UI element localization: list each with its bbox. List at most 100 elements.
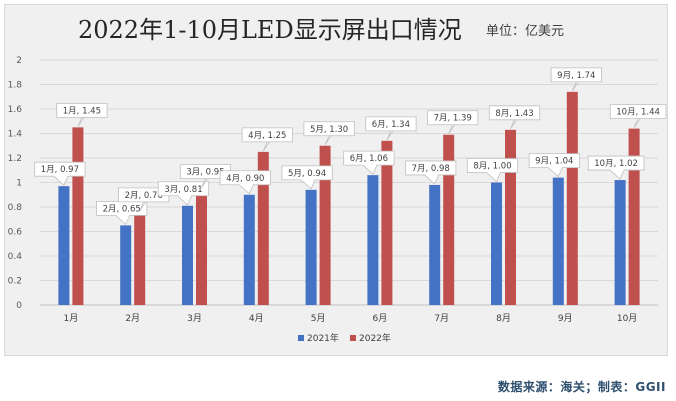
data-label-box [34,161,86,186]
bar-2022-1 [72,127,84,305]
data-label-callout: 5月, 0.94 [281,165,333,190]
x-category-label: 6月 [373,313,388,324]
x-category-label: 1月 [64,313,79,324]
x-category-label: 7月 [434,313,449,324]
y-tick-label: 1.6 [8,105,23,115]
data-label-callout: 6月, 1.06 [343,150,395,175]
data-label-callout: 10月, 1.02 [587,155,645,180]
data-label-callout: 9月, 1.74 [550,67,602,92]
data-label-box [528,153,580,178]
bar-2022-5 [319,145,331,305]
y-tick-label: 1.2 [8,154,22,164]
data-label: 7月, 1.39 [434,114,472,124]
bar-2022-3 [196,188,207,305]
data-label-callout: 6月, 1.34 [365,116,417,141]
legend-label: 2021年 [307,332,339,344]
y-tick-label: 1.8 [8,81,23,91]
data-label: 4月, 0.90 [226,174,264,184]
bar-2021-6 [367,175,379,305]
data-label-callout: 10月, 1.44 [609,104,667,128]
data-label: 6月, 1.06 [350,154,388,164]
x-axis-categories: 1月 2月 3月 4月 5月 6月 7月 8月 9月 10月 [64,313,638,324]
data-label-callout: 1月, 1.45 [56,102,108,127]
bar-2022-9 [566,91,578,305]
data-label-box [343,150,395,175]
data-label: 5月, 1.30 [310,125,348,135]
bar-2021-8 [491,182,502,305]
x-category-label: 8月 [496,313,511,324]
legend: 2021年 2022年 [298,332,391,344]
bar-2022-4 [257,151,269,305]
data-label-box [550,67,602,92]
source-note: 数据来源：海关；制表：GGII [497,380,666,394]
bar-2022-2 [134,211,146,305]
y-tick-label: 0 [16,301,22,311]
data-label-box [96,200,148,226]
data-label: 3月, 0.81 [164,185,202,195]
data-label: 7月, 0.98 [412,164,450,174]
chart-title: 2022年1-10月LED显示屏出口情况 [78,16,462,44]
data-label: 6月, 1.34 [372,120,410,130]
data-label: 1月, 1.45 [63,106,101,116]
data-label: 2月, 0.65 [103,204,141,214]
bar-2021-5 [305,189,317,305]
data-label-box [281,165,333,190]
bar-2021-10 [614,180,626,305]
data-label: 1月, 0.97 [41,165,79,175]
data-label-callout: 3月, 0.81 [157,181,210,206]
data-label-callout: 2月, 0.65 [96,200,148,226]
data-label-callout: 5月, 1.30 [303,121,355,145]
bar-2021-9 [552,177,564,305]
bar-chart: 00.20.40.60.811.21.41.61.82 1月, 0.971月, … [8,56,667,344]
data-label-callout: 9月, 1.04 [528,153,580,178]
data-label-box [179,164,232,188]
data-label-box [587,155,645,180]
data-label-box [427,110,479,134]
bar-2022-8 [505,129,516,305]
data-label-box [405,160,457,185]
data-label-callout: 7月, 1.39 [427,110,479,134]
data-label-box [303,121,355,145]
legend-swatch [298,335,304,341]
data-label-callout: 4月, 0.90 [219,170,271,195]
data-label-callout: 4月, 1.25 [241,127,293,152]
y-axis-ticks: 0 0.2 0.4 0.6 0.8 1 1.2 1.4 1.6 1.8 2 [8,56,23,311]
data-label-box [365,116,417,141]
bar-2021-4 [243,194,255,305]
data-label-box [157,181,210,206]
data-label: 8月, 1.00 [473,162,511,172]
gridlines [40,59,658,306]
x-category-label: 10月 [617,313,637,324]
bar-2021-2 [120,225,132,305]
x-category-label: 4月 [249,313,264,324]
data-label: 4月, 1.25 [248,131,286,141]
bar-2021-3 [182,205,193,305]
y-tick-label: 2 [16,56,22,66]
x-category-label: 2月 [125,313,140,324]
bar-2022-7 [443,134,455,305]
data-label-box [241,127,293,152]
y-tick-label: 0.4 [8,252,23,262]
data-label: 10月, 1.02 [594,159,638,169]
data-label-callout: 1月, 0.97 [34,161,86,186]
data-label-box [609,104,667,128]
y-tick-label: 0.6 [8,228,23,238]
bars [58,91,640,305]
y-tick-label: 1.4 [8,130,23,140]
x-category-label: 5月 [311,313,326,324]
legend-swatch [350,335,356,341]
bar-2021-7 [429,184,441,305]
data-label-callout: 7月, 0.98 [405,160,457,185]
data-label-callout: 8月, 1.43 [488,105,541,130]
data-label-box [466,158,519,183]
y-tick-label: 0.2 [8,277,22,287]
bar-2021-1 [58,186,70,305]
data-label-box [219,170,271,195]
x-category-label: 3月 [187,313,202,324]
chart-unit-label: 单位：亿美元 [486,24,565,39]
data-label: 3月, 0.95 [186,168,224,178]
y-tick-label: 0.8 [8,203,23,213]
data-label: 9月, 1.04 [535,157,573,167]
x-category-label: 9月 [558,313,573,324]
